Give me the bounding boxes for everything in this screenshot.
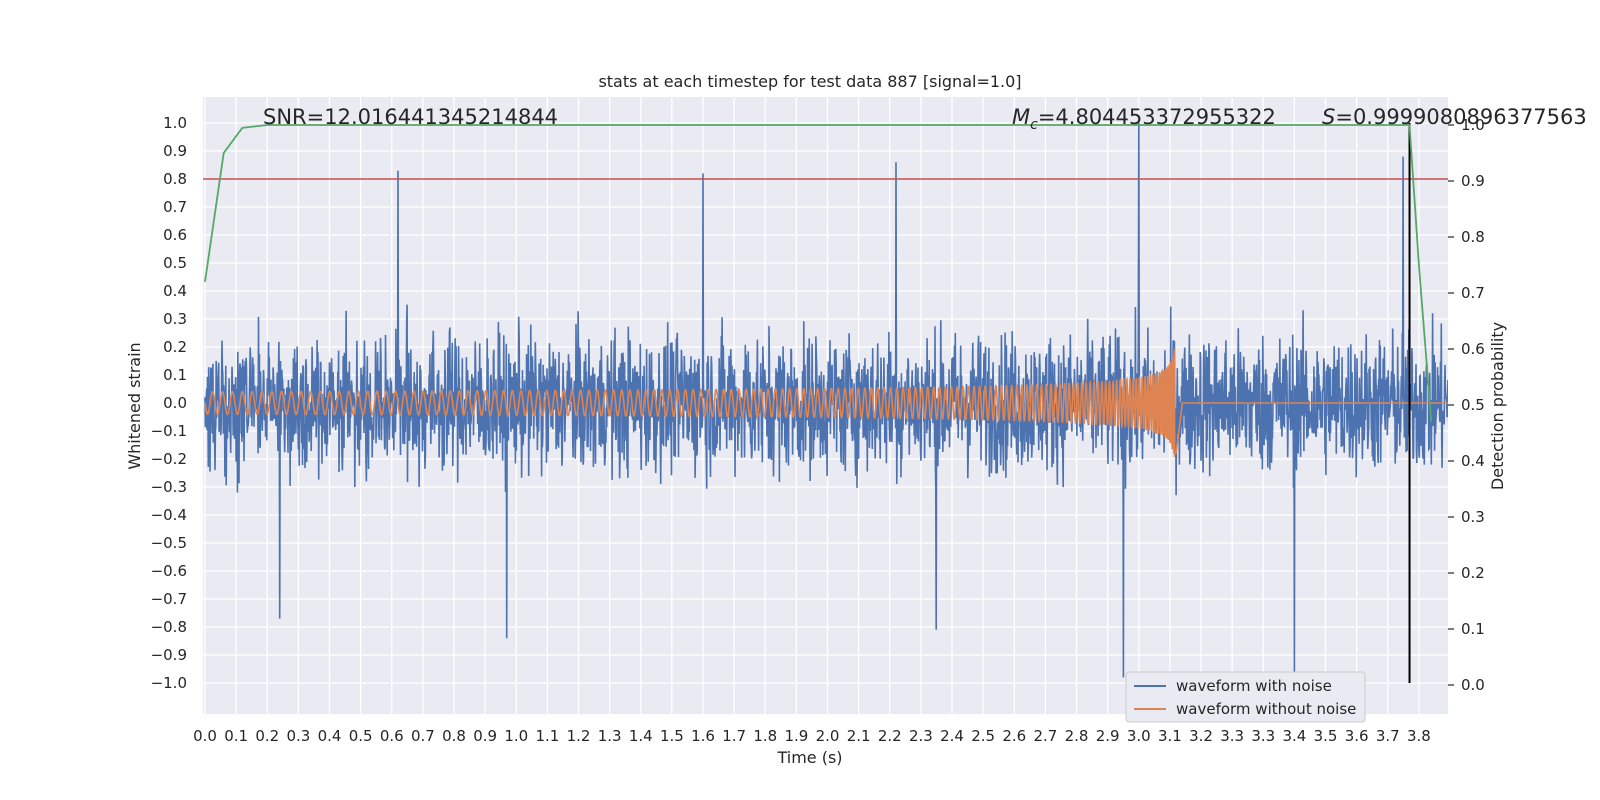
- x-tick-label: 3.6: [1345, 727, 1369, 745]
- x-tick-label: 0.9: [473, 727, 497, 745]
- x-tick-label: 3.3: [1220, 727, 1244, 745]
- y2-tick-label: 0.2: [1461, 564, 1485, 582]
- x-tick-label: 1.3: [598, 727, 622, 745]
- y-tick-label: −0.7: [151, 590, 187, 608]
- x-tick-label: 0.1: [224, 727, 248, 745]
- x-tick-label: 1.6: [691, 727, 715, 745]
- x-tick-label: 2.7: [1033, 727, 1057, 745]
- y-axis-label: Whitened strain: [125, 342, 144, 469]
- legend: waveform with noise waveform without noi…: [1125, 671, 1366, 723]
- x-tick-label: 0.5: [349, 727, 373, 745]
- y2-axis-ticks: 1.0 0.9 0.8 0.7 0.6 0.5 0.4 0.3 0.2 0.1 0.0: [1448, 116, 1485, 694]
- x-tick-label: 0.8: [442, 727, 466, 745]
- chart-title: stats at each timestep for test data 887…: [598, 72, 1021, 91]
- x-tick-label: 2.3: [909, 727, 933, 745]
- x-tick-label: 2.9: [1096, 727, 1120, 745]
- chirp-mass-symbol: M: [1012, 105, 1030, 129]
- x-tick-label: 1.9: [784, 727, 808, 745]
- x-tick-label: 2.8: [1065, 727, 1089, 745]
- x-tick-label: 3.2: [1189, 727, 1213, 745]
- y-tick-label: 0.3: [163, 310, 187, 328]
- x-tick-label: 1.4: [629, 727, 653, 745]
- y-tick-label: −0.3: [151, 478, 187, 496]
- x-tick-label: 3.1: [1158, 727, 1182, 745]
- y2-tick-label: 0.6: [1461, 340, 1485, 358]
- x-tick-label: 3.8: [1407, 727, 1431, 745]
- x-tick-label: 2.0: [816, 727, 840, 745]
- chirp-mass-annotation: Mc=4.804453372955322: [1012, 105, 1276, 133]
- legend-label-waveform-without-noise: waveform without noise: [1176, 700, 1356, 718]
- score-symbol: S: [1322, 105, 1335, 129]
- x-tick-label: 3.0: [1127, 727, 1151, 745]
- y2-tick-label: 0.8: [1461, 228, 1485, 246]
- y-tick-label: 0.2: [163, 338, 187, 356]
- y-tick-label: −0.2: [151, 450, 187, 468]
- x-tick-label: 2.5: [971, 727, 995, 745]
- y-tick-label: −0.5: [151, 534, 187, 552]
- x-tick-label: 3.5: [1314, 727, 1338, 745]
- x-tick-label: 2.6: [1002, 727, 1026, 745]
- y2-tick-label: 0.7: [1461, 284, 1485, 302]
- y-tick-label: −0.8: [151, 618, 187, 636]
- y2-tick-label: 0.3: [1461, 508, 1485, 526]
- x-tick-label: 2.1: [847, 727, 871, 745]
- y2-tick-label: 0.4: [1461, 452, 1485, 470]
- y2-tick-label: 0.1: [1461, 620, 1485, 638]
- x-tick-label: 1.0: [504, 727, 528, 745]
- y-tick-label: −0.6: [151, 562, 187, 580]
- y2-axis-label: Detection probability: [1488, 322, 1507, 490]
- chirp-mass-value: =4.804453372955322: [1038, 105, 1276, 129]
- y2-tick-label: 0.0: [1461, 676, 1485, 694]
- y-tick-label: 1.0: [163, 114, 187, 132]
- x-axis-label: Time (s): [776, 748, 842, 767]
- x-tick-label: 0.7: [411, 727, 435, 745]
- y-tick-label: 0.4: [163, 282, 187, 300]
- series-waveform-with-noise: [204, 122, 1448, 678]
- x-tick-label: 0.0: [193, 727, 217, 745]
- y-tick-label: 0.6: [163, 226, 187, 244]
- x-tick-label: 1.8: [753, 727, 777, 745]
- y-tick-label: −0.1: [151, 422, 187, 440]
- x-tick-label: 2.4: [940, 727, 964, 745]
- x-tick-label: 2.2: [878, 727, 902, 745]
- y-tick-label: 0.1: [163, 366, 187, 384]
- y-tick-label: −0.4: [151, 506, 187, 524]
- y-tick-label: 0.5: [163, 254, 187, 272]
- x-tick-label: 0.4: [318, 727, 342, 745]
- x-tick-label: 1.2: [567, 727, 591, 745]
- x-tick-label: 0.3: [286, 727, 310, 745]
- x-tick-label: 3.7: [1376, 727, 1400, 745]
- score-value: =0.9999080896377563: [1335, 105, 1586, 129]
- legend-box: [1125, 671, 1366, 723]
- y-tick-label: 0.8: [163, 170, 187, 188]
- chirp-mass-subscript: c: [1030, 117, 1038, 133]
- series-waveform-without-noise: [204, 349, 1448, 458]
- score-annotation: S=0.9999080896377563: [1322, 105, 1587, 129]
- y-tick-label: 0.0: [163, 394, 187, 412]
- x-tick-label: 1.5: [660, 727, 684, 745]
- y-axis-ticks: 1.0 0.9 0.8 0.7 0.6 0.5 0.4 0.3 0.2 0.1 0.0 −0.1 −0.…: [151, 114, 187, 692]
- x-tick-label: 3.4: [1282, 727, 1306, 745]
- y-tick-label: 0.7: [163, 198, 187, 216]
- x-tick-label: 0.6: [380, 727, 404, 745]
- x-tick-label: 1.1: [535, 727, 559, 745]
- y-tick-label: −1.0: [151, 674, 187, 692]
- y-tick-label: −0.9: [151, 646, 187, 664]
- y2-tick-label: 1.0: [1461, 116, 1485, 134]
- x-tick-label: 1.7: [722, 727, 746, 745]
- x-tick-label: 0.2: [255, 727, 279, 745]
- series-detection-probability: [204, 124, 1433, 422]
- snr-annotation: SNR=12.016441345214844: [263, 105, 558, 129]
- y2-tick-label: 0.9: [1461, 172, 1485, 190]
- x-axis-ticks: 0.0 0.1 0.2 0.3 0.4 0.5 0.6 0.7 0.8 0.9 1.0 1.1 1.2 1…: [193, 727, 1431, 745]
- y2-tick-label: 0.5: [1461, 396, 1485, 414]
- x-tick-label: 3.3: [1251, 727, 1275, 745]
- legend-label-waveform-with-noise: waveform with noise: [1176, 677, 1332, 695]
- y-tick-label: 0.9: [163, 142, 187, 160]
